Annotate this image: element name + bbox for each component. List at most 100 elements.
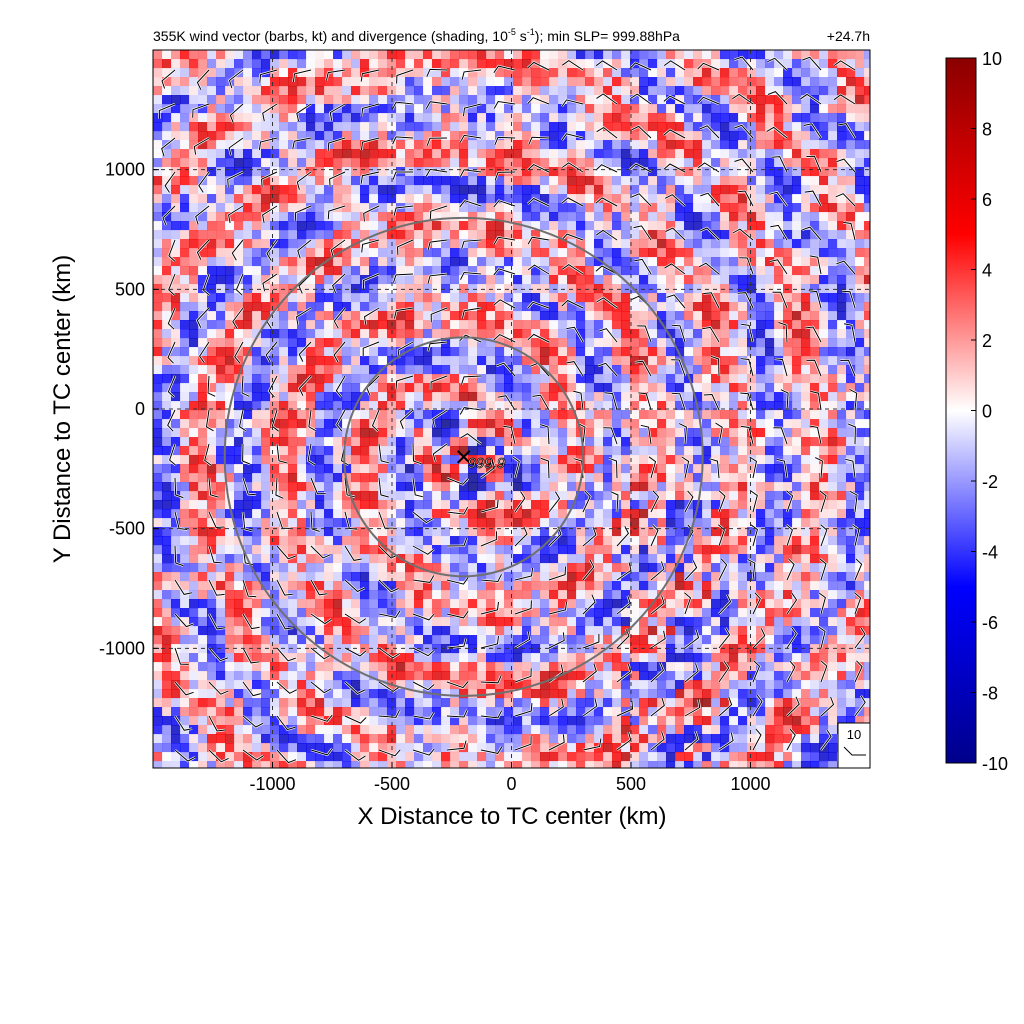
heatmap-cell: [855, 455, 865, 465]
heatmap-cell: [423, 491, 433, 501]
heatmap-cell: [486, 545, 496, 555]
heatmap-cell: [216, 212, 226, 222]
heatmap-cell: [360, 527, 370, 537]
heatmap-cell: [738, 482, 748, 492]
heatmap-cell: [261, 113, 271, 123]
heatmap-cell: [333, 113, 343, 123]
heatmap-cell: [441, 446, 451, 456]
heatmap-cell: [270, 140, 280, 150]
heatmap-cell: [333, 572, 343, 582]
heatmap-cell: [216, 320, 226, 330]
heatmap-cell: [675, 104, 685, 114]
heatmap-cell: [540, 158, 550, 168]
heatmap-cell: [864, 419, 870, 429]
heatmap-cell: [216, 356, 226, 366]
heatmap-cell: [180, 95, 190, 105]
heatmap-cell: [306, 347, 316, 357]
heatmap-cell: [765, 167, 775, 177]
heatmap-cell: [558, 464, 568, 474]
heatmap-cell: [783, 212, 793, 222]
heatmap-cell: [810, 518, 820, 528]
heatmap-cell: [405, 509, 415, 519]
heatmap-cell: [540, 581, 550, 591]
heatmap-cell: [495, 95, 505, 105]
heatmap-cell: [648, 518, 658, 528]
heatmap-cell: [162, 410, 172, 420]
heatmap-cell: [504, 392, 514, 402]
heatmap-cell: [270, 482, 280, 492]
heatmap-cell: [675, 581, 685, 591]
heatmap-cell: [639, 518, 649, 528]
heatmap-cell: [819, 149, 829, 159]
heatmap-cell: [576, 68, 586, 78]
heatmap-cell: [405, 86, 415, 96]
heatmap-cell: [153, 338, 163, 348]
heatmap-cell: [432, 329, 442, 339]
heatmap-cell: [720, 347, 730, 357]
heatmap-cell: [504, 149, 514, 159]
heatmap-cell: [297, 419, 307, 429]
heatmap-cell: [648, 482, 658, 492]
heatmap-cell: [450, 500, 460, 510]
heatmap-cell: [351, 347, 361, 357]
heatmap-cell: [783, 140, 793, 150]
heatmap-cell: [216, 113, 226, 123]
heatmap-cell: [549, 437, 559, 447]
heatmap-cell: [585, 104, 595, 114]
heatmap-cell: [378, 131, 388, 141]
heatmap-cell: [639, 410, 649, 420]
heatmap-cell: [441, 563, 451, 573]
heatmap-cell: [216, 158, 226, 168]
heatmap-cell: [450, 383, 460, 393]
heatmap-cell: [378, 446, 388, 456]
heatmap-cell: [675, 590, 685, 600]
heatmap-cell: [567, 104, 577, 114]
heatmap-cell: [477, 185, 487, 195]
heatmap-cell: [657, 401, 667, 411]
heatmap-cell: [765, 248, 775, 258]
heatmap-cell: [702, 176, 712, 186]
heatmap-cell: [225, 167, 235, 177]
heatmap-cell: [684, 275, 694, 285]
heatmap-cell: [234, 230, 244, 240]
heatmap-cell: [378, 428, 388, 438]
heatmap-cell: [369, 158, 379, 168]
heatmap-cell: [846, 257, 856, 267]
heatmap-cell: [846, 212, 856, 222]
heatmap-cell: [639, 167, 649, 177]
heatmap-cell: [675, 158, 685, 168]
heatmap-cell: [279, 572, 289, 582]
heatmap-cell: [360, 509, 370, 519]
heatmap-cell: [486, 194, 496, 204]
heatmap-cell: [324, 158, 334, 168]
heatmap-cell: [522, 50, 532, 60]
heatmap-cell: [630, 113, 640, 123]
heatmap-cell: [216, 527, 226, 537]
heatmap-cell: [846, 509, 856, 519]
heatmap-cell: [549, 77, 559, 87]
heatmap-cell: [639, 590, 649, 600]
heatmap-cell: [252, 149, 262, 159]
heatmap-cell: [279, 86, 289, 96]
heatmap-cell: [846, 95, 856, 105]
heatmap-cell: [864, 68, 870, 78]
heatmap-cell: [774, 302, 784, 312]
heatmap-cell: [477, 446, 487, 456]
heatmap-cell: [207, 419, 217, 429]
heatmap-cell: [531, 248, 541, 258]
heatmap-cell: [351, 500, 361, 510]
heatmap-cell: [288, 149, 298, 159]
heatmap-cell: [189, 248, 199, 258]
heatmap-cell: [738, 302, 748, 312]
heatmap-cell: [189, 194, 199, 204]
heatmap-cell: [441, 77, 451, 87]
heatmap-cell: [729, 365, 739, 375]
heatmap-cell: [243, 410, 253, 420]
heatmap-cell: [333, 329, 343, 339]
heatmap-cell: [378, 527, 388, 537]
heatmap-cell: [747, 284, 757, 294]
heatmap-cell: [729, 401, 739, 411]
heatmap-cell: [315, 239, 325, 249]
heatmap-cell: [207, 383, 217, 393]
heatmap-cell: [747, 320, 757, 330]
